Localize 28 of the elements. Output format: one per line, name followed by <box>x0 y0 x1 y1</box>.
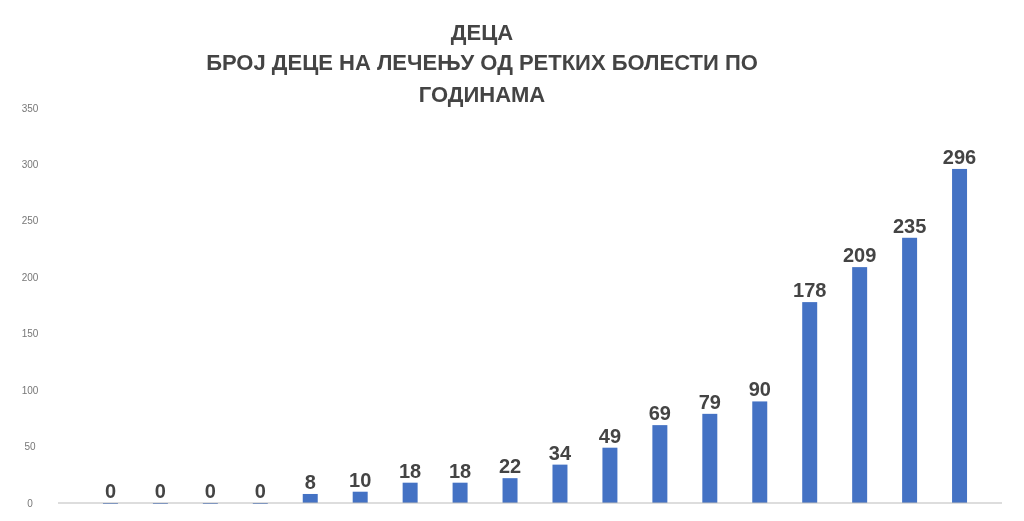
y-tick-label: 300 <box>21 158 39 170</box>
data-label: 90 <box>748 378 771 401</box>
data-label: 296 <box>942 145 977 168</box>
data-label: 18 <box>399 459 422 482</box>
y-tick-label: 250 <box>21 215 39 227</box>
y-tick-label: 100 <box>21 384 39 396</box>
y-tick-label: 200 <box>21 271 39 283</box>
data-label: 209 <box>842 244 877 267</box>
y-tick-label: 350 <box>21 102 39 114</box>
data-label: 79 <box>698 390 721 413</box>
data-label: 0 <box>204 480 216 502</box>
chart-subtitle: БРОЈ ДЕЦЕ НА ЛЕЧЕЊУ ОД РЕТКИХ БОЛЕСТИ ПО ГОДИНАМА <box>206 50 758 107</box>
data-label: 34 <box>548 441 572 464</box>
chart-title: ДЕЦА <box>450 20 514 45</box>
data-label: 0 <box>104 480 117 502</box>
data-label: 22 <box>498 455 522 478</box>
data-label: 69 <box>648 402 671 425</box>
data-label: 0 <box>154 480 166 502</box>
data-label: 235 <box>892 214 927 237</box>
y-tick-label: 0 <box>27 497 34 509</box>
y-tick-label: 50 <box>24 441 36 453</box>
data-label: 8 <box>304 470 316 493</box>
y-tick-label: 150 <box>21 328 39 340</box>
data-label: 178 <box>793 279 827 302</box>
data-label: 10 <box>349 468 372 491</box>
data-label: 0 <box>254 480 266 502</box>
data-label: 49 <box>598 424 622 447</box>
data-label: 18 <box>448 459 472 482</box>
